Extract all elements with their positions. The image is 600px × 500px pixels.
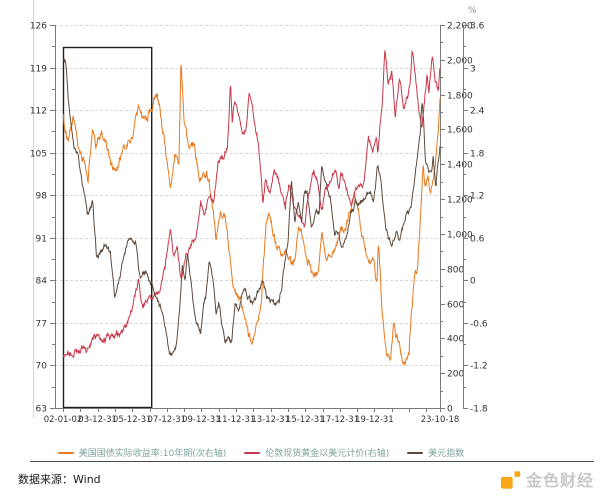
legend-item-real-yield: 美国国债实际收益率:10年期(次右轴) xyxy=(57,446,227,459)
svg-text:1,200: 1,200 xyxy=(447,196,473,206)
svg-text:112: 112 xyxy=(30,107,47,117)
svg-text:200: 200 xyxy=(447,370,464,380)
svg-text:3.6: 3.6 xyxy=(470,22,485,32)
svg-text:2.4: 2.4 xyxy=(470,107,485,117)
svg-text:600: 600 xyxy=(447,301,464,311)
svg-text:1,800: 1,800 xyxy=(447,92,473,102)
svg-text:17-12-31: 17-12-31 xyxy=(321,415,360,425)
svg-text:400: 400 xyxy=(447,335,464,345)
svg-text:07-12-31: 07-12-31 xyxy=(148,415,187,425)
legend-label-dollar-index: 美元指数 xyxy=(428,449,465,459)
svg-text:1.8: 1.8 xyxy=(470,150,485,160)
svg-text:1,000: 1,000 xyxy=(447,231,473,241)
svg-text:91: 91 xyxy=(36,235,47,245)
svg-text:11-12-31: 11-12-31 xyxy=(217,415,256,425)
legend-item-dollar-index: 美元指数 xyxy=(407,446,464,459)
svg-text:-1.2: -1.2 xyxy=(470,362,488,372)
svg-text:70: 70 xyxy=(36,362,48,372)
svg-text:77: 77 xyxy=(36,320,47,330)
svg-text:1,600: 1,600 xyxy=(447,126,473,136)
svg-text:-1.8: -1.8 xyxy=(470,405,488,415)
svg-text:23-10-18: 23-10-18 xyxy=(421,415,460,425)
svg-text:2,000: 2,000 xyxy=(447,57,473,67)
svg-text:63: 63 xyxy=(36,405,47,415)
svg-text:19-12-31: 19-12-31 xyxy=(355,415,394,425)
svg-text:%: % xyxy=(468,6,477,16)
gold-dxy-realyield-chart: 63 70 77 84 91 98 105 112 119 126 02-01-0203-12-31… xyxy=(30,0,488,425)
svg-text:0.6: 0.6 xyxy=(470,235,485,245)
svg-text:105: 105 xyxy=(30,150,47,160)
dollar-index-line-swatch-icon xyxy=(407,451,424,454)
legend-item-gold: 伦敦现货黄金以美元计价(右轴) xyxy=(244,446,389,459)
svg-text:-0.6: -0.6 xyxy=(470,320,488,330)
svg-text:0: 0 xyxy=(470,277,476,287)
svg-text:03-12-31: 03-12-31 xyxy=(78,415,117,425)
brand-logo: 金色财经 xyxy=(500,467,594,491)
svg-text:98: 98 xyxy=(36,192,48,202)
svg-text:126: 126 xyxy=(30,22,47,32)
real-yield-line-swatch-icon xyxy=(57,451,74,454)
svg-text:05-12-31: 05-12-31 xyxy=(113,415,152,425)
svg-text:0: 0 xyxy=(447,405,453,415)
svg-text:119: 119 xyxy=(30,65,47,75)
svg-text:09-12-31: 09-12-31 xyxy=(182,415,221,425)
golden-finance-icon xyxy=(500,470,521,489)
svg-text:1,400: 1,400 xyxy=(447,161,473,171)
brand-name: 金色财经 xyxy=(525,471,594,490)
data-source: 数据来源：Wind xyxy=(18,473,101,486)
svg-text:84: 84 xyxy=(36,277,48,287)
footer-divider xyxy=(30,461,594,462)
svg-text:1.2: 1.2 xyxy=(470,192,484,202)
svg-text:3: 3 xyxy=(470,65,476,75)
legend-label-real-yield: 美国国债实际收益率:10年期(次右轴) xyxy=(78,449,227,459)
svg-text:13-12-31: 13-12-31 xyxy=(251,415,290,425)
gold-line-swatch-icon xyxy=(244,451,261,454)
svg-text:800: 800 xyxy=(447,266,464,276)
legend: 美国国债实际收益率:10年期(次右轴) 伦敦现货黄金以美元计价(右轴) 美元指数 xyxy=(55,446,467,459)
svg-text:2,200: 2,200 xyxy=(447,22,473,32)
svg-text:15-12-31: 15-12-31 xyxy=(286,415,325,425)
svg-text:02-01-02: 02-01-02 xyxy=(44,415,83,425)
legend-label-gold: 伦敦现货黄金以美元计价(右轴) xyxy=(265,449,390,459)
